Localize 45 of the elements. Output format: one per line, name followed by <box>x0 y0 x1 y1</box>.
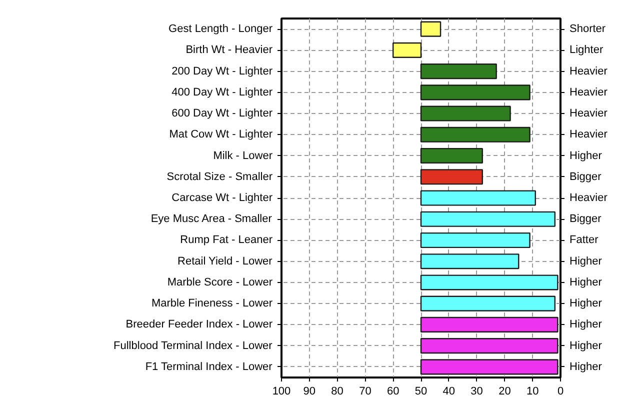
y2-tick-label: Heavier <box>570 192 608 204</box>
y2-tick-label: Bigger <box>570 170 602 183</box>
y2-tick-label: Higher <box>570 360 602 373</box>
y-tick-label: Marble Fineness - Lower <box>151 298 273 310</box>
y2-tick-label: Heavier <box>570 128 608 141</box>
y-tick-label: Gest Length - Longer <box>168 23 273 36</box>
x-tick-label: 60 <box>386 386 400 398</box>
y-tick-label: Breeder Feeder Index - Lower <box>126 318 273 331</box>
y-tick-label: Scrotal Size - Smaller <box>166 170 273 183</box>
x-tick-label: 50 <box>414 386 428 398</box>
y-tick-label: Marble Score - Lower <box>167 276 273 288</box>
x-tick-label: 80 <box>331 386 344 398</box>
y-tick-label: 400 Day Wt - Lighter <box>172 86 273 98</box>
y-tick-label: 600 Day Wt - Lighter <box>172 108 273 120</box>
y-tick-label: Birth Wt - Heavier <box>186 44 273 56</box>
y2-tick-label: Higher <box>570 318 602 331</box>
y2-tick-label: Higher <box>570 298 602 310</box>
y-tick-label: Carcase Wt - Lighter <box>172 192 273 204</box>
x-tick-label: 100 <box>272 386 291 398</box>
x-tick-label: 40 <box>442 386 456 398</box>
y2-tick-label: Heavier <box>570 108 608 120</box>
y2-tick-label: Bigger <box>570 213 602 226</box>
x-tick-label: 0 <box>557 386 564 398</box>
y-tick-label: F1 Terminal Index - Lower <box>145 360 273 373</box>
y2-tick-label: Lighter <box>570 44 604 56</box>
x-tick-label: 10 <box>526 386 539 398</box>
y-tick-label: Fullblood Terminal Index - Lower <box>114 340 273 352</box>
y2-tick-label: Higher <box>570 276 602 288</box>
y2-tick-label: Higher <box>570 340 602 352</box>
y-tick-label: 200 Day Wt - Lighter <box>172 65 273 78</box>
y2-tick-label: Fatter <box>570 234 599 246</box>
y-tick-label: Rump Fat - Leaner <box>180 234 273 246</box>
y-tick-label: Milk - Lower <box>213 150 273 162</box>
x-tick-label: 90 <box>303 386 316 398</box>
y-tick-label: Eye Musc Area - Smaller <box>150 213 272 226</box>
y2-tick-label: Shorter <box>570 23 606 36</box>
y2-tick-label: Higher <box>570 255 602 268</box>
y-tick-label: Mat Cow Wt - Lighter <box>169 128 273 141</box>
y2-tick-label: Higher <box>570 150 602 162</box>
y2-tick-label: Heavier <box>570 65 608 78</box>
x-tick-label: 70 <box>359 386 372 398</box>
x-tick-label: 30 <box>470 386 483 398</box>
x-tick-label: 20 <box>498 386 511 398</box>
y2-tick-label: Heavier <box>570 86 608 98</box>
y-tick-label: Retail Yield - Lower <box>178 255 273 268</box>
